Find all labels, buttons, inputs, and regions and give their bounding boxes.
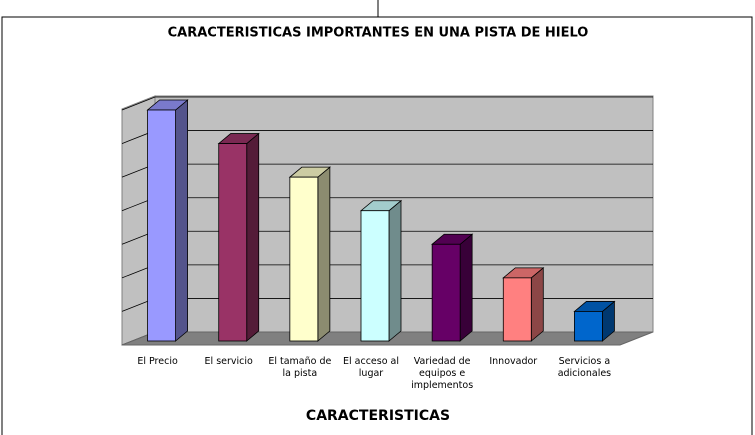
bar-side: [530, 267, 544, 342]
x-tick-label: Servicios a adicionales: [557, 356, 612, 379]
grid-line: [121, 96, 653, 111]
bar: [431, 243, 461, 342]
x-tick-label: El servicio: [204, 356, 253, 367]
bar-side: [246, 132, 260, 342]
bar-side: [175, 99, 188, 342]
chart-title: CARACTERISTICAS IMPORTANTES EN UNA PISTA…: [168, 26, 589, 41]
x-tick-label: El acceso al lugar: [342, 356, 400, 379]
x-tick-label: El tamaño de la pista: [268, 356, 332, 379]
bar-side: [459, 233, 473, 342]
x-tick-label: Variedad de equipos e implementos: [411, 356, 474, 391]
bar: [147, 109, 176, 342]
x-tick-label: Innovador: [489, 356, 538, 367]
bar: [289, 176, 319, 342]
bar: [574, 311, 603, 342]
x-tick-label: El Precio: [137, 356, 178, 367]
bar-side: [388, 199, 402, 342]
x-axis-title: CARACTERISTICAS: [306, 408, 450, 424]
bar: [502, 277, 532, 342]
bar: [360, 210, 390, 342]
bar: [218, 143, 248, 342]
bar-side: [317, 166, 331, 342]
